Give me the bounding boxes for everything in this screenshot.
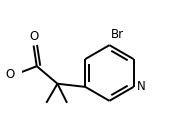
Text: O: O — [5, 68, 15, 81]
Text: O: O — [29, 30, 38, 43]
Text: N: N — [137, 80, 146, 93]
Text: Br: Br — [111, 28, 124, 41]
